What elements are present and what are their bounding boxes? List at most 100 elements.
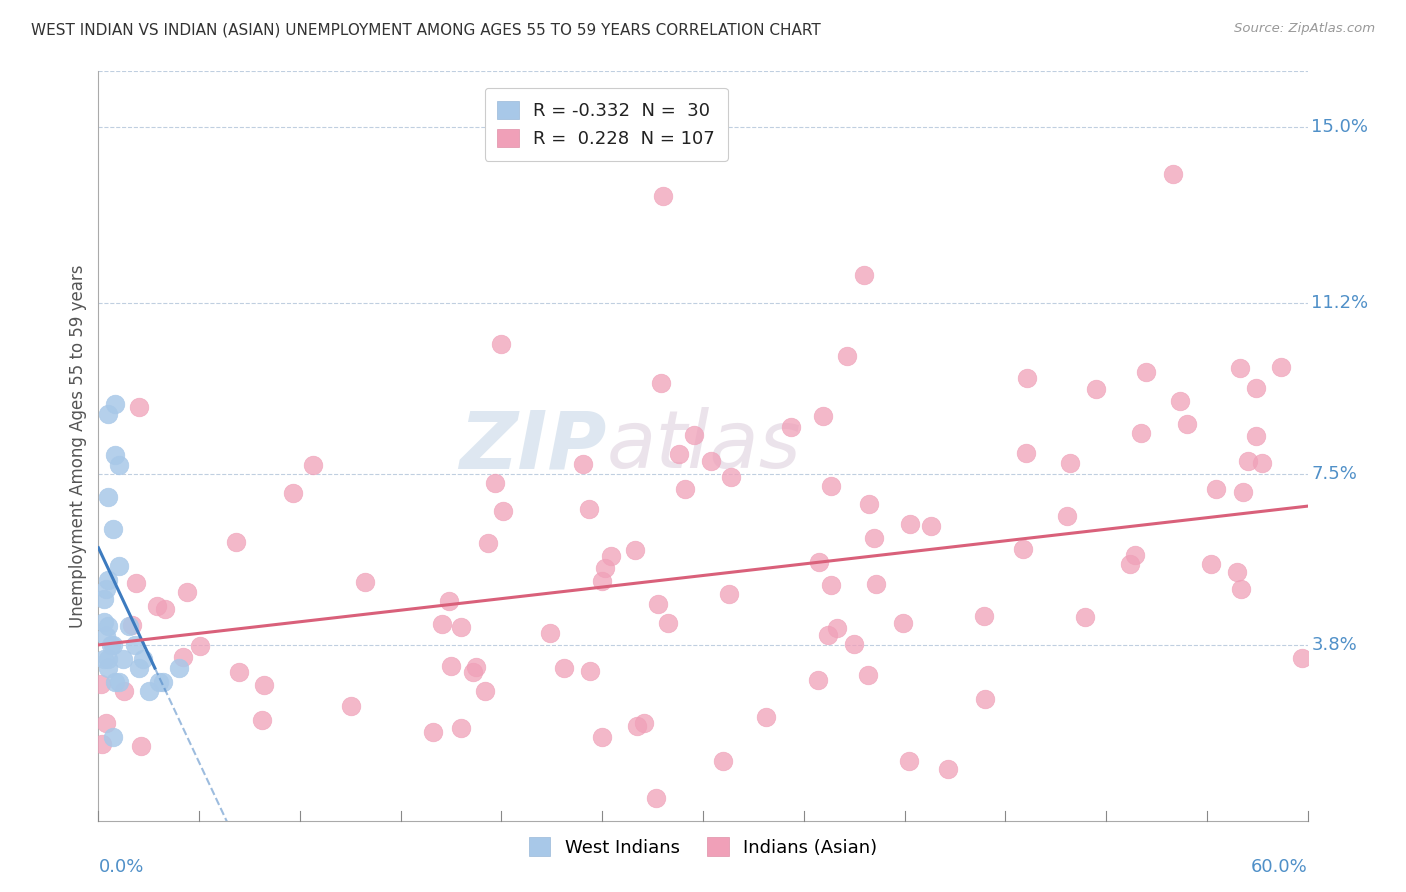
Point bbox=[820, 578, 842, 592]
Point bbox=[711, 754, 734, 768]
Point bbox=[668, 447, 690, 461]
Point bbox=[863, 531, 886, 545]
Point bbox=[302, 458, 325, 472]
Point bbox=[853, 268, 876, 282]
Point bbox=[225, 534, 247, 549]
Point bbox=[858, 497, 880, 511]
Point bbox=[281, 486, 304, 500]
Point bbox=[107, 674, 129, 689]
Point bbox=[107, 458, 129, 472]
Point bbox=[633, 715, 655, 730]
Point bbox=[683, 428, 706, 442]
Point bbox=[1291, 651, 1313, 665]
Point bbox=[1175, 417, 1198, 431]
Point bbox=[920, 519, 942, 533]
Point bbox=[463, 665, 485, 679]
Point bbox=[100, 638, 122, 652]
Point bbox=[973, 609, 995, 624]
Point bbox=[128, 401, 150, 415]
Point bbox=[1270, 360, 1292, 375]
Point bbox=[1205, 482, 1227, 496]
Point bbox=[128, 661, 150, 675]
Point bbox=[339, 699, 361, 714]
Point bbox=[1199, 557, 1222, 571]
Point bbox=[579, 665, 602, 679]
Point bbox=[1229, 582, 1251, 597]
Point bbox=[145, 599, 167, 613]
Point bbox=[91, 737, 114, 751]
Point bbox=[1012, 542, 1035, 557]
Point bbox=[354, 574, 377, 589]
Point bbox=[1085, 382, 1108, 396]
Point bbox=[93, 652, 115, 666]
Point bbox=[1118, 557, 1140, 571]
Point bbox=[93, 591, 115, 606]
Point bbox=[437, 594, 460, 608]
Point bbox=[125, 575, 148, 590]
Point bbox=[1017, 371, 1039, 385]
Point bbox=[1123, 548, 1146, 562]
Point bbox=[103, 397, 125, 411]
Point bbox=[474, 684, 496, 698]
Text: 7.5%: 7.5% bbox=[1312, 465, 1357, 483]
Text: 60.0%: 60.0% bbox=[1251, 857, 1308, 876]
Point bbox=[591, 574, 613, 589]
Point bbox=[97, 619, 120, 633]
Point bbox=[856, 668, 879, 682]
Text: 11.2%: 11.2% bbox=[1312, 293, 1368, 311]
Point bbox=[807, 673, 830, 687]
Point bbox=[1168, 394, 1191, 409]
Point bbox=[578, 502, 600, 516]
Point bbox=[647, 597, 669, 611]
Y-axis label: Unemployment Among Ages 55 to 59 years: Unemployment Among Ages 55 to 59 years bbox=[69, 264, 87, 628]
Point bbox=[720, 470, 742, 484]
Point bbox=[111, 652, 134, 666]
Point bbox=[96, 629, 118, 643]
Point bbox=[253, 678, 276, 692]
Point bbox=[250, 713, 273, 727]
Point bbox=[650, 376, 672, 391]
Point bbox=[93, 615, 115, 629]
Point bbox=[430, 617, 453, 632]
Point bbox=[491, 337, 513, 351]
Point bbox=[842, 636, 865, 650]
Point bbox=[101, 638, 124, 652]
Point bbox=[1229, 361, 1251, 376]
Point bbox=[97, 652, 120, 666]
Point bbox=[779, 420, 801, 434]
Point bbox=[101, 731, 124, 745]
Point bbox=[153, 602, 176, 616]
Text: 0.0%: 0.0% bbox=[98, 857, 143, 876]
Point bbox=[96, 582, 118, 597]
Point bbox=[172, 650, 194, 665]
Point bbox=[97, 407, 120, 421]
Point bbox=[167, 661, 190, 675]
Text: WEST INDIAN VS INDIAN (ASIAN) UNEMPLOYMENT AMONG AGES 55 TO 59 YEARS CORRELATION: WEST INDIAN VS INDIAN (ASIAN) UNEMPLOYME… bbox=[31, 22, 821, 37]
Point bbox=[107, 559, 129, 574]
Point bbox=[591, 731, 613, 745]
Point bbox=[440, 658, 463, 673]
Point bbox=[1135, 365, 1157, 379]
Point bbox=[820, 479, 842, 493]
Point bbox=[492, 503, 515, 517]
Point bbox=[90, 677, 112, 691]
Point bbox=[817, 628, 839, 642]
Point bbox=[1244, 381, 1267, 395]
Point bbox=[936, 762, 959, 776]
Point bbox=[97, 490, 120, 504]
Point bbox=[176, 585, 198, 599]
Point bbox=[188, 640, 211, 654]
Point bbox=[538, 626, 561, 640]
Text: ZIP: ZIP bbox=[458, 407, 606, 485]
Text: atlas: atlas bbox=[606, 407, 801, 485]
Point bbox=[891, 615, 914, 630]
Point bbox=[651, 189, 673, 203]
Point bbox=[553, 661, 575, 675]
Point bbox=[118, 619, 141, 633]
Text: 15.0%: 15.0% bbox=[1312, 118, 1368, 136]
Point bbox=[97, 661, 120, 675]
Point bbox=[626, 719, 648, 733]
Point bbox=[101, 522, 124, 536]
Point bbox=[97, 573, 120, 587]
Point bbox=[1015, 446, 1038, 460]
